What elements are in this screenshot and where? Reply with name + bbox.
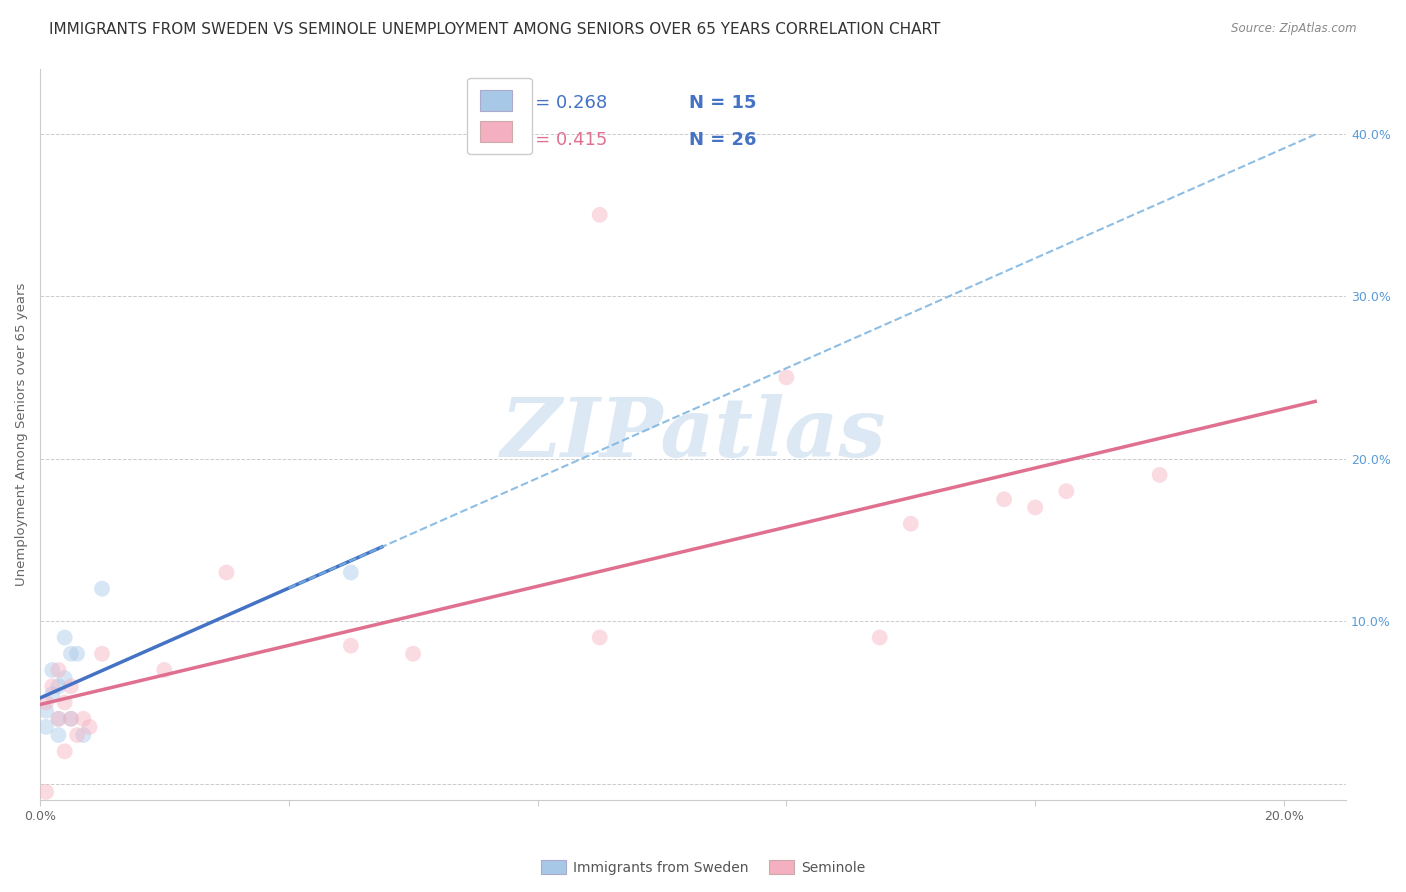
Point xyxy=(1149,467,1171,482)
Point xyxy=(72,728,94,742)
Legend: , : , xyxy=(467,78,531,154)
Point xyxy=(48,679,70,693)
Point xyxy=(48,712,70,726)
Point xyxy=(215,566,238,580)
Point xyxy=(775,370,797,384)
Point xyxy=(53,744,76,758)
Text: R = 0.415: R = 0.415 xyxy=(516,131,607,149)
Text: Source: ZipAtlas.com: Source: ZipAtlas.com xyxy=(1232,22,1357,36)
Point xyxy=(340,639,363,653)
Point xyxy=(153,663,176,677)
Point xyxy=(48,712,70,726)
Point xyxy=(589,631,612,645)
Point xyxy=(41,663,63,677)
Point xyxy=(340,566,363,580)
Point xyxy=(53,696,76,710)
Point xyxy=(35,704,58,718)
Point xyxy=(72,712,94,726)
Point xyxy=(79,720,101,734)
Point xyxy=(66,647,89,661)
Point xyxy=(1054,484,1077,499)
Text: ZIPatlas: ZIPatlas xyxy=(501,394,886,475)
Text: N = 26: N = 26 xyxy=(689,131,756,149)
Point xyxy=(91,582,114,596)
Point xyxy=(48,663,70,677)
Point xyxy=(35,720,58,734)
Point xyxy=(869,631,891,645)
Point xyxy=(48,728,70,742)
Point xyxy=(59,712,82,726)
Point xyxy=(41,687,63,701)
Point xyxy=(41,679,63,693)
Point xyxy=(589,208,612,222)
Y-axis label: Unemployment Among Seniors over 65 years: Unemployment Among Seniors over 65 years xyxy=(15,283,28,586)
Text: N = 15: N = 15 xyxy=(689,95,756,112)
Point xyxy=(53,671,76,685)
Point xyxy=(91,647,114,661)
Point xyxy=(1024,500,1046,515)
Point xyxy=(59,712,82,726)
Text: R = 0.268: R = 0.268 xyxy=(516,95,607,112)
Point xyxy=(35,696,58,710)
Point xyxy=(53,631,76,645)
Point xyxy=(59,647,82,661)
Text: IMMIGRANTS FROM SWEDEN VS SEMINOLE UNEMPLOYMENT AMONG SENIORS OVER 65 YEARS CORR: IMMIGRANTS FROM SWEDEN VS SEMINOLE UNEMP… xyxy=(49,22,941,37)
Point xyxy=(66,728,89,742)
Point xyxy=(35,785,58,799)
Legend: Immigrants from Sweden, Seminole: Immigrants from Sweden, Seminole xyxy=(536,855,870,880)
Point xyxy=(900,516,922,531)
Point xyxy=(993,492,1015,507)
Point xyxy=(59,679,82,693)
Point xyxy=(402,647,425,661)
